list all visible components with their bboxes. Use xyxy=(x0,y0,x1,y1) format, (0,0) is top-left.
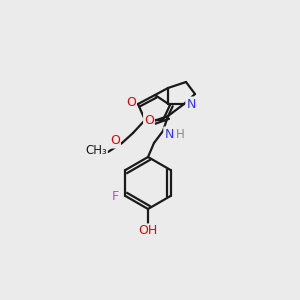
Text: N: N xyxy=(164,128,174,140)
Text: H: H xyxy=(176,128,184,140)
Text: O: O xyxy=(144,113,154,127)
Text: F: F xyxy=(112,190,119,202)
Text: CH₃: CH₃ xyxy=(85,145,107,158)
Text: N: N xyxy=(186,98,196,110)
Text: OH: OH xyxy=(138,224,158,238)
Text: O: O xyxy=(126,95,136,109)
Text: O: O xyxy=(110,134,120,148)
